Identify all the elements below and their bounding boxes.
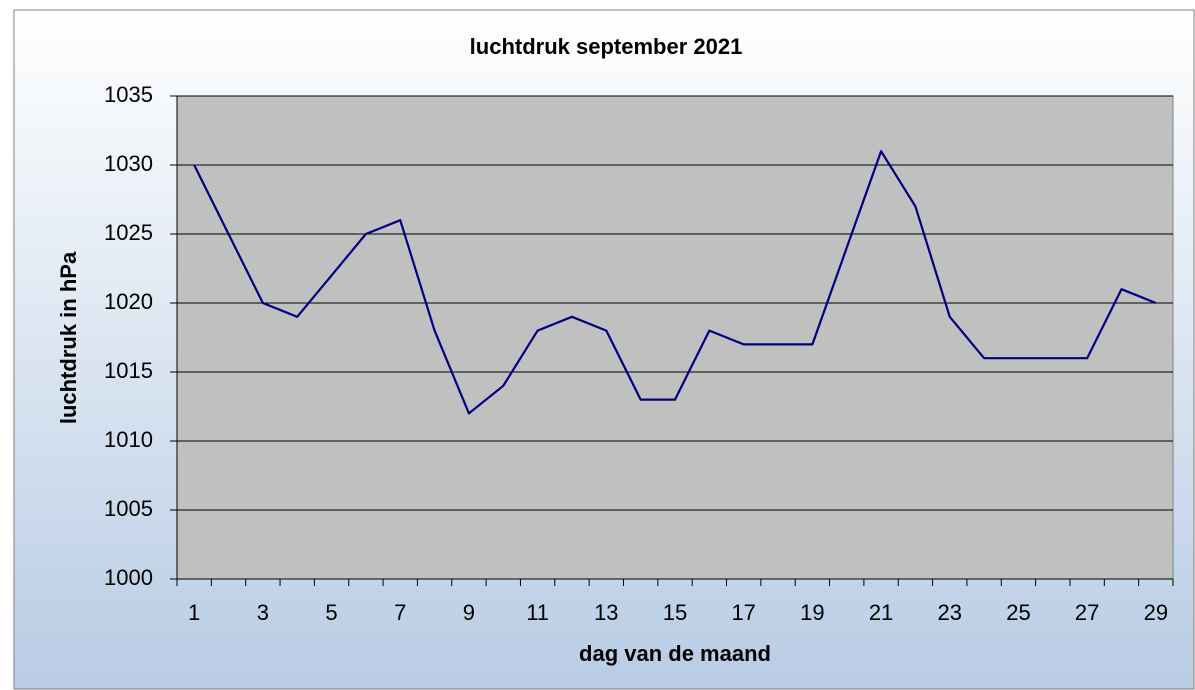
x-tick-label: 27 [1075, 600, 1099, 625]
y-tick-label: 1035 [104, 82, 153, 107]
x-tick-label: 17 [731, 600, 755, 625]
y-tick-label: 1025 [104, 220, 153, 245]
x-tick-label: 19 [800, 600, 824, 625]
x-tick-label: 21 [869, 600, 893, 625]
x-tick-label: 1 [188, 600, 200, 625]
x-tick-label: 25 [1006, 600, 1030, 625]
y-tick-label: 1005 [104, 496, 153, 521]
y-tick-label: 1015 [104, 358, 153, 383]
y-tick-label: 1020 [104, 289, 153, 314]
x-tick-label: 11 [526, 600, 549, 625]
y-tick-label: 1010 [104, 427, 153, 452]
x-tick-label: 13 [594, 600, 618, 625]
x-tick-label: 15 [663, 600, 687, 625]
x-tick-label: 3 [257, 600, 269, 625]
x-axis-label: dag van de maand [579, 641, 771, 666]
chart-title: luchtdruk september 2021 [470, 34, 743, 59]
x-tick-label: 23 [938, 600, 962, 625]
data-line [193, 150, 1157, 415]
plot-area [176, 95, 1174, 580]
y-tick-label: 1000 [104, 565, 153, 590]
x-tick-label: 5 [325, 600, 337, 625]
x-tick-label: 7 [394, 600, 406, 625]
x-tick-label: 29 [1144, 600, 1168, 625]
y-tick-label: 1030 [104, 151, 153, 176]
x-tick-label: 9 [463, 600, 475, 625]
y-axis-label: luchtdruk in hPa [56, 251, 81, 424]
